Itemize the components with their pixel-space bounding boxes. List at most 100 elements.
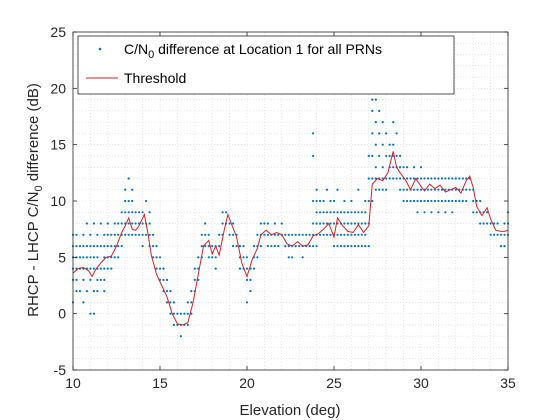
x-tick-label: 25 — [326, 375, 342, 391]
scatter-point — [221, 211, 224, 214]
legend-box — [77, 35, 455, 95]
scatter-point — [232, 222, 235, 225]
scatter-point — [322, 199, 325, 203]
scatter-point — [92, 222, 95, 225]
scatter-point — [103, 267, 106, 270]
scatter-point — [141, 233, 144, 236]
scatter-point — [211, 245, 214, 248]
scatter-point — [371, 109, 374, 112]
scatter-point — [367, 154, 370, 157]
scatter-point — [374, 143, 377, 146]
legend-scatter-text: C/N — [124, 41, 148, 57]
scatter-point — [402, 199, 405, 203]
scatter-point — [357, 222, 360, 225]
scatter-point — [440, 177, 443, 180]
scatter-point — [339, 211, 343, 214]
scatter-point — [381, 121, 384, 124]
scatter-point — [287, 245, 290, 248]
scatter-point — [444, 188, 447, 191]
scatter-point — [416, 177, 419, 180]
scatter-point — [412, 188, 416, 191]
scatter-point — [131, 222, 134, 225]
scatter-point — [465, 188, 468, 191]
scatter-point — [127, 177, 130, 180]
scatter-point — [381, 188, 384, 191]
scatter-point — [315, 245, 318, 248]
scatter-point — [360, 245, 363, 248]
scatter-point — [232, 233, 235, 236]
scatter-point — [301, 256, 304, 259]
scatter-point — [291, 233, 294, 236]
scatter-point — [447, 199, 450, 203]
scatter-point — [319, 222, 322, 225]
scatter-point — [245, 301, 249, 304]
scatter-point — [350, 233, 353, 236]
scatter-point — [96, 233, 99, 236]
scatter-point — [75, 278, 78, 281]
scatter-point — [124, 199, 127, 203]
scatter-point — [186, 323, 189, 326]
scatter-point — [103, 256, 106, 259]
scatter-point — [75, 290, 78, 293]
scatter-point — [350, 222, 353, 225]
scatter-point — [378, 188, 381, 191]
scatter-point — [437, 177, 440, 180]
scatter-point — [308, 245, 311, 248]
scatter-point — [374, 166, 377, 169]
scatter-point — [353, 222, 356, 225]
scatter-point — [395, 154, 398, 157]
scatter-point — [406, 188, 409, 191]
scatter-point — [127, 199, 130, 203]
scatter-point — [371, 132, 374, 135]
scatter-point — [145, 233, 148, 236]
scatter-point — [367, 177, 370, 180]
scatter-point — [465, 177, 468, 180]
scatter-point — [124, 211, 127, 214]
scatter-point — [437, 211, 440, 214]
scatter-point — [301, 233, 304, 236]
scatter-point — [312, 154, 315, 157]
scatter-point — [169, 301, 172, 304]
scatter-point — [259, 245, 262, 248]
scatter-point — [193, 278, 196, 281]
scatter-point — [437, 199, 440, 203]
x-tick-label: 35 — [500, 375, 516, 391]
scatter-point — [273, 222, 276, 225]
scatter-point — [266, 222, 269, 225]
scatter-point — [75, 245, 78, 248]
scatter-point — [339, 233, 343, 236]
scatter-point — [332, 245, 336, 248]
scatter-point — [113, 256, 116, 259]
scatter-point — [423, 177, 426, 180]
scatter-point — [92, 267, 95, 270]
scatter-point — [353, 211, 356, 214]
scatter-point — [388, 143, 391, 146]
scatter-point — [151, 233, 155, 236]
scatter-point — [332, 211, 336, 214]
scatter-point — [479, 199, 482, 203]
scatter-point — [204, 222, 207, 225]
scatter-point — [444, 211, 447, 214]
scatter-point — [433, 177, 436, 180]
scatter-point — [89, 245, 92, 248]
y-tick-label: 0 — [58, 306, 66, 322]
scatter-point — [336, 211, 339, 214]
scatter-point — [325, 222, 329, 225]
scatter-point — [172, 301, 175, 304]
scatter-point — [364, 233, 367, 236]
scatter-point — [127, 222, 130, 225]
scatter-point — [89, 278, 92, 281]
scatter-point — [89, 233, 92, 236]
scatter-point — [461, 199, 464, 203]
scatter-point — [99, 222, 102, 225]
scatter-point — [364, 245, 367, 248]
axis-ticks — [72, 31, 509, 371]
y-axis-label-subscript: 0 — [33, 185, 45, 191]
scatter-point — [190, 301, 193, 304]
x-tick-label: 30 — [413, 375, 429, 391]
scatter-point — [350, 199, 353, 203]
scatter-point — [249, 290, 252, 293]
scatter-point — [200, 233, 203, 236]
scatter-point — [266, 245, 269, 248]
scatter-point — [78, 290, 82, 293]
